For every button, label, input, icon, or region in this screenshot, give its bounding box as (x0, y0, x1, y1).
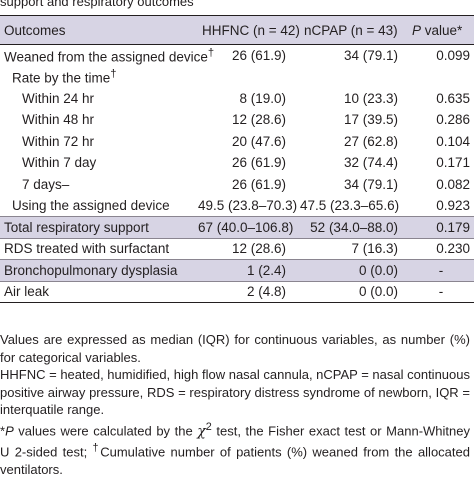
p-value: 0.104 (436, 133, 470, 149)
table-caption: support and respiratory outcomes (0, 0, 194, 9)
table-row: Within 72 hr 20 (47.6) 27 (62.8) 0.104 (0, 131, 474, 153)
row-label: Within 48 hr (22, 112, 95, 128)
p-value: 0.179 (408, 216, 474, 238)
header-ncpap: nCPAP (n = 43) (300, 15, 408, 45)
hhfnc-value: 49.5 (23.8–70.3) (198, 198, 298, 213)
p-value: 0.082 (436, 176, 470, 192)
hhfnc-value: 1 (2.4) (198, 259, 300, 281)
table-row: Rate by the time† (0, 66, 474, 88)
hhfnc-value: 12 (28.6) (198, 237, 300, 260)
ncpap-value: 7 (16.3) (300, 237, 408, 260)
p-value: 0.286 (436, 112, 470, 128)
table-row: Using the assigned device 49.5 (23.8–70.… (0, 195, 474, 217)
ncpap-value: 10 (23.3) (343, 90, 398, 106)
ncpap-value: 17 (39.5) (343, 112, 398, 128)
table-row: Within 48 hr 12 (28.6) 17 (39.5) 0.286 (0, 109, 474, 131)
table-row: Within 24 hr 8 (19.0) 10 (23.3) 0.635 (0, 88, 474, 110)
header-outcomes: Outcomes (0, 15, 198, 45)
table-footnotes: Values are expressed as median (IQR) for… (0, 331, 470, 479)
row-label: Air leak (0, 280, 198, 303)
p-value: 0.635 (436, 90, 470, 106)
p-value: 0.171 (436, 155, 470, 171)
ncpap-value: 34 (79.1) (343, 176, 398, 192)
table-row: RDS treated with surfactant 12 (28.6) 7 … (0, 237, 474, 260)
hhfnc-value: 26 (61.9) (231, 176, 286, 192)
table-row: 7 days– 26 (61.9) 34 (79.1) 0.082 (0, 174, 474, 196)
table-header-row: Outcomes HHFNC (n = 42) nCPAP (n = 43) P… (0, 15, 474, 45)
p-value: 0.099 (436, 48, 470, 63)
row-label: Within 72 hr (22, 133, 95, 149)
ncpap-value: 0 (0.0) (300, 259, 408, 281)
row-label: Within 7 day (22, 155, 97, 171)
ncpap-value: 32 (74.4) (343, 155, 398, 171)
hhfnc-value: 20 (47.6) (231, 133, 286, 149)
footnote-abbreviations: HHFNC = heated, humidified, high flow na… (0, 367, 470, 417)
footnote-statistics: *P values were calculated by the χ2 test… (0, 420, 470, 478)
p-value: - (408, 280, 474, 303)
hhfnc-value: 26 (61.9) (231, 48, 286, 63)
row-label: 7 days– (22, 176, 70, 192)
ncpap-value: 47.5 (23.3–65.6) (300, 198, 400, 213)
ncpap-value: 0 (0.0) (300, 280, 408, 303)
row-label: Bronchopulmonary dysplasia (0, 259, 198, 281)
outcomes-table: Outcomes HHFNC (n = 42) nCPAP (n = 43) P… (0, 15, 474, 303)
p-value: 0.230 (408, 237, 474, 260)
hhfnc-value: 67 (40.0–106.8) (198, 216, 300, 238)
p-value: 0.923 (436, 198, 470, 213)
table-row: Within 7 day 26 (61.9) 32 (74.4) 0.171 (0, 152, 474, 174)
hhfnc-value: 12 (28.6) (231, 112, 286, 128)
row-label: Total respiratory support (0, 216, 198, 238)
hhfnc-value: 2 (4.8) (198, 280, 300, 303)
hhfnc-value (198, 66, 300, 88)
header-p-value: P value* (408, 15, 474, 45)
row-label: Rate by the time† (12, 68, 117, 86)
table-row: Total respiratory support 67 (40.0–106.8… (0, 216, 474, 238)
hhfnc-value: 8 (19.0) (239, 90, 286, 106)
row-label: Using the assigned device (12, 198, 170, 213)
footnote-values: Values are expressed as median (IQR) for… (0, 332, 470, 365)
ncpap-value: 27 (62.8) (343, 133, 398, 149)
header-hhfnc: HHFNC (n = 42) (198, 15, 300, 45)
hhfnc-value: 26 (61.9) (231, 155, 286, 171)
row-label: RDS treated with surfactant (0, 237, 198, 260)
ncpap-value: 34 (79.1) (343, 48, 398, 63)
ncpap-value (300, 66, 408, 88)
table-row: Air leak 2 (4.8) 0 (0.0) - (0, 280, 474, 303)
p-value (408, 66, 474, 88)
row-label: Weaned from the assigned device† (4, 46, 215, 65)
row-label: Within 24 hr (22, 90, 95, 106)
ncpap-value: 52 (34.0–88.0) (300, 216, 408, 238)
table-row: Weaned from the assigned device† 26 (61.… (0, 45, 474, 67)
table-row: Bronchopulmonary dysplasia 1 (2.4) 0 (0.… (0, 259, 474, 281)
p-value: - (408, 259, 474, 281)
